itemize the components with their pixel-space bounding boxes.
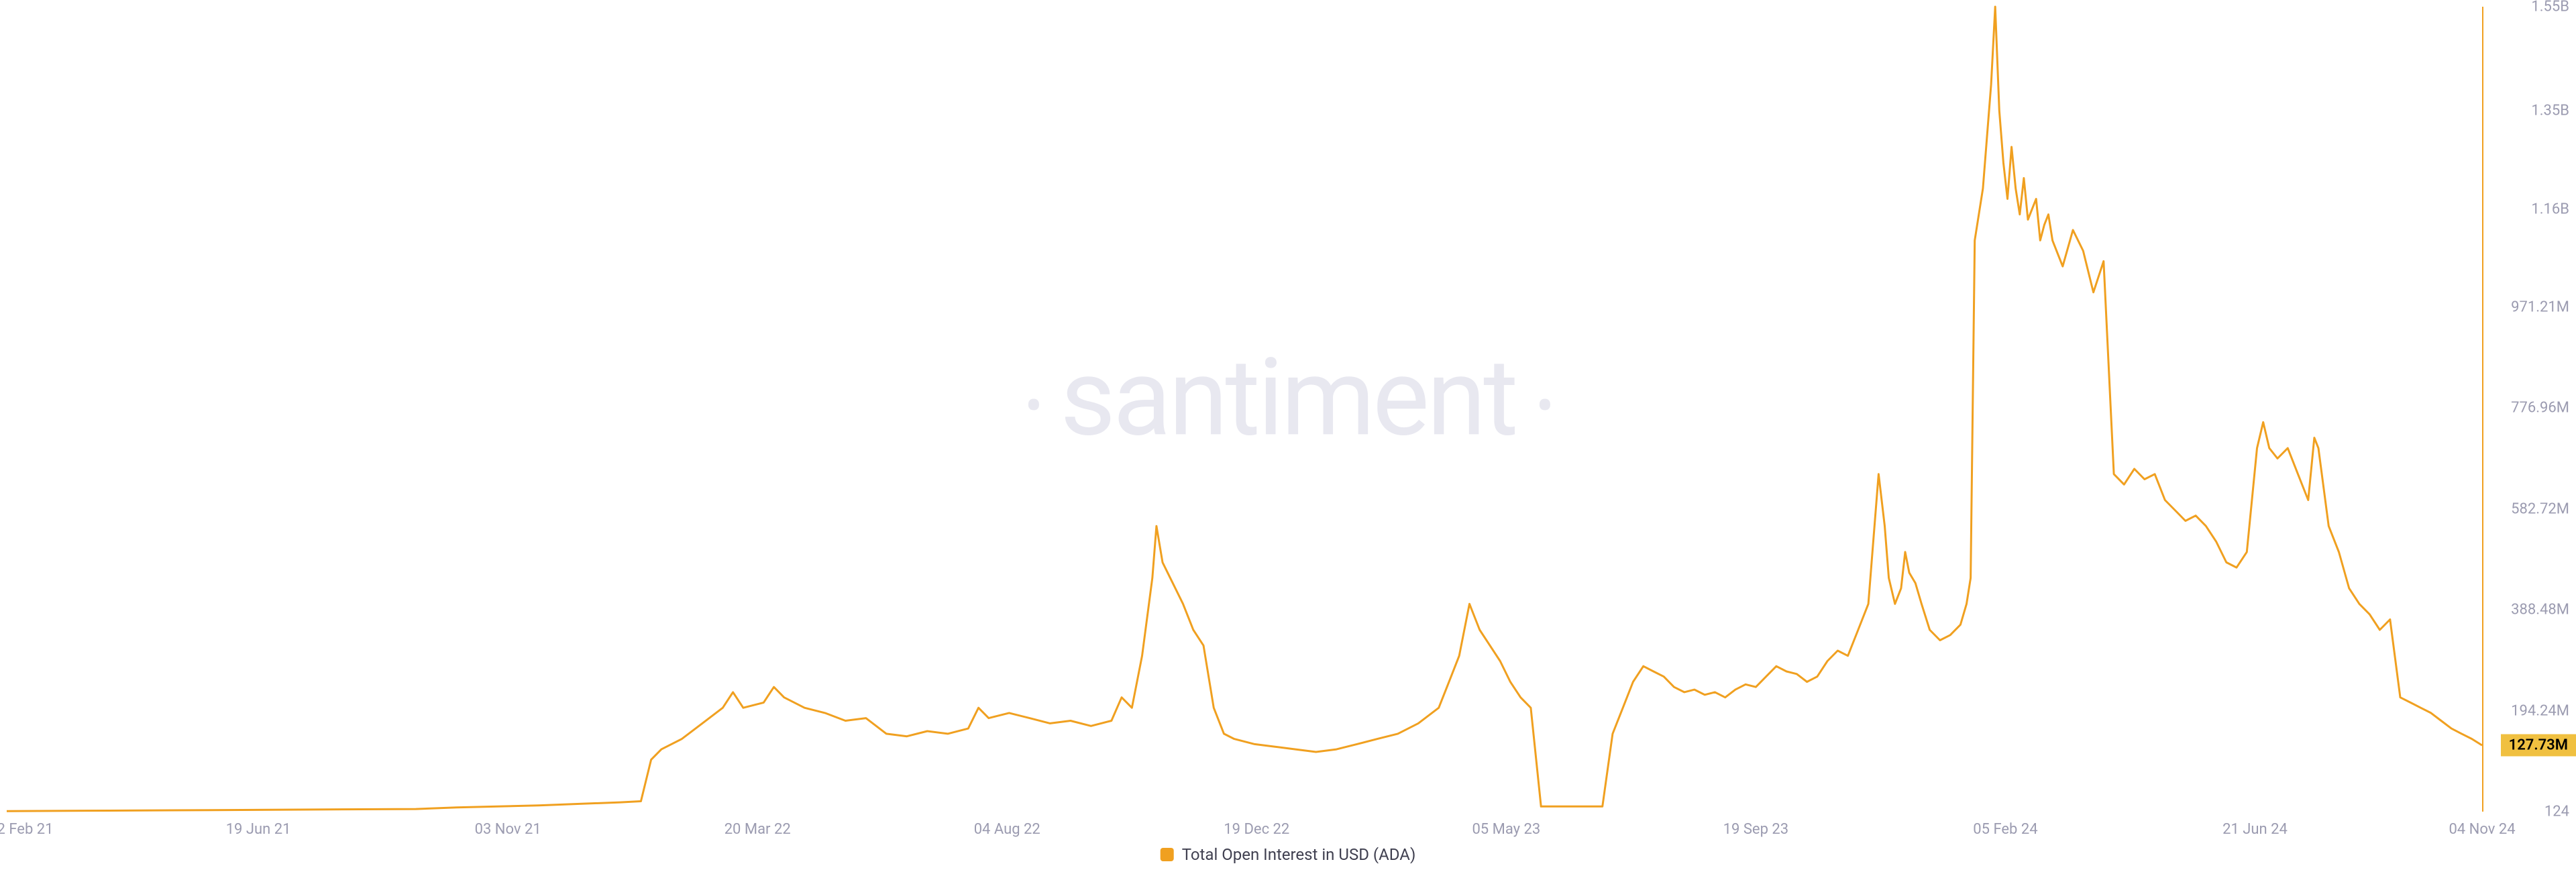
x-tick-label: 20 Mar 22 bbox=[724, 821, 791, 838]
y-tick-label: 971.21M bbox=[2511, 299, 2569, 316]
y-tick-label: 776.96M bbox=[2511, 400, 2569, 417]
x-tick-label: 02 Feb 21 bbox=[0, 821, 54, 838]
line-plot bbox=[0, 0, 2576, 872]
x-tick-label: 21 Jun 24 bbox=[2222, 821, 2288, 838]
y-tick-label: 124 bbox=[2544, 804, 2569, 820]
y-tick-label: 388.48M bbox=[2511, 602, 2569, 618]
y-axis-line bbox=[2482, 7, 2483, 812]
x-tick-label: 05 Feb 24 bbox=[1973, 821, 2037, 838]
legend: Total Open Interest in USD (ADA) bbox=[1161, 845, 1416, 864]
x-tick-label: 04 Aug 22 bbox=[974, 821, 1040, 838]
current-value-text: 127.73M bbox=[2509, 737, 2568, 754]
y-tick-label: 582.72M bbox=[2511, 500, 2569, 517]
x-tick-label: 19 Jun 21 bbox=[226, 821, 291, 838]
x-tick-label: 05 May 23 bbox=[1472, 821, 1540, 838]
y-tick-label: 194.24M bbox=[2511, 702, 2569, 719]
x-tick-label: 19 Sep 23 bbox=[1723, 821, 1788, 838]
x-tick-label: 04 Nov 24 bbox=[2449, 821, 2515, 838]
y-tick-label: 1.35B bbox=[2531, 102, 2569, 119]
current-value-badge: 127.73M bbox=[2501, 734, 2576, 757]
legend-swatch bbox=[1161, 848, 1174, 861]
y-tick-label: 1.55B bbox=[2531, 0, 2569, 15]
y-tick-label: 1.16B bbox=[2531, 201, 2569, 217]
legend-label: Total Open Interest in USD (ADA) bbox=[1182, 845, 1416, 864]
chart-container: •santiment• 1.55B1.35B1.16B971.21M776.96… bbox=[0, 0, 2576, 872]
x-tick-label: 19 Dec 22 bbox=[1224, 821, 1289, 838]
x-tick-label: 03 Nov 21 bbox=[475, 821, 541, 838]
series-line bbox=[7, 7, 2482, 811]
